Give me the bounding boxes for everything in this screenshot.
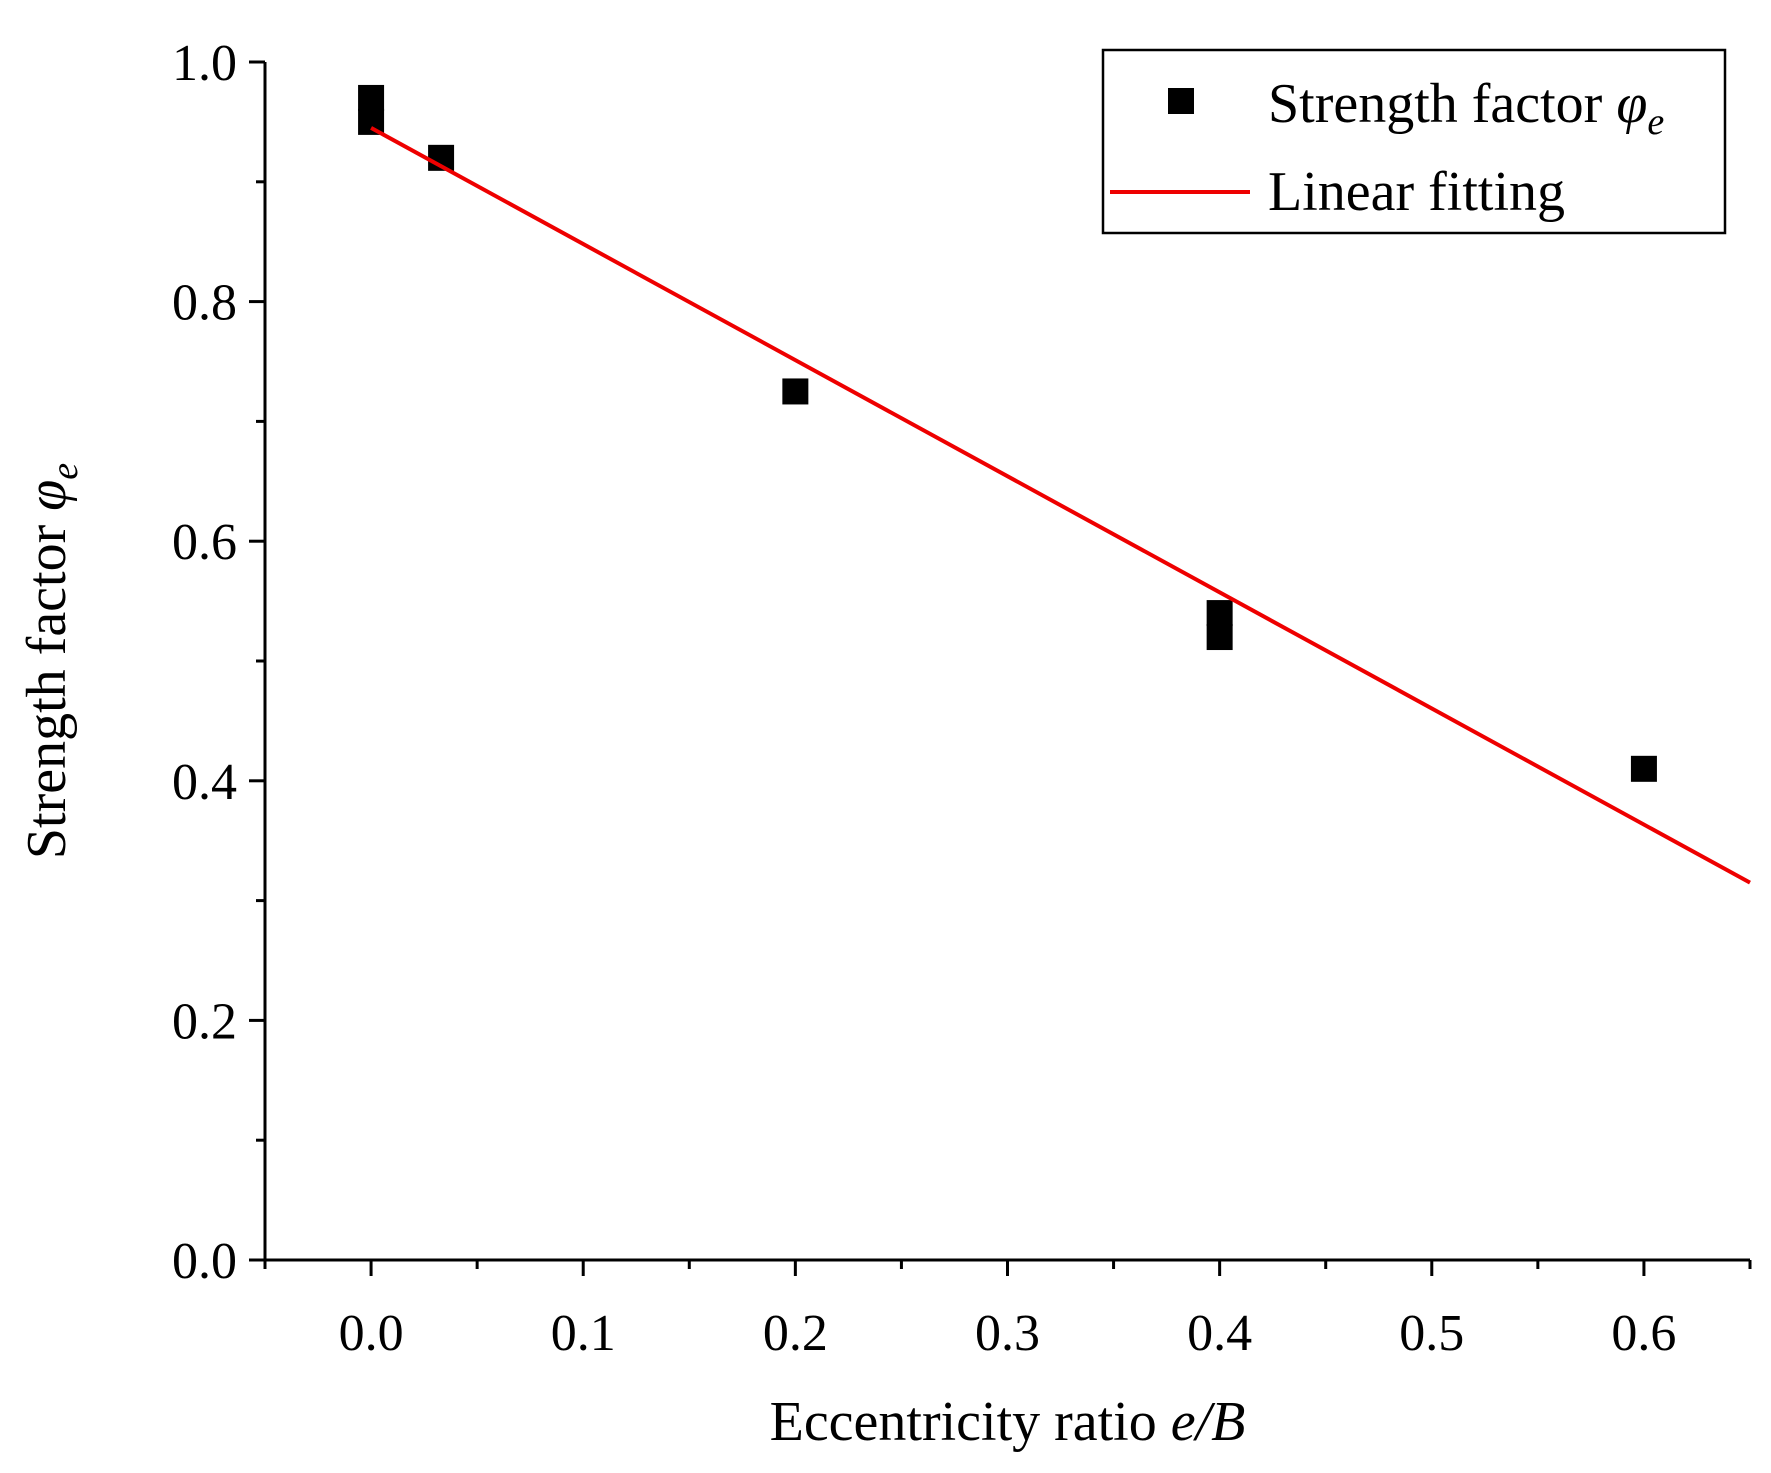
- minor-ticks: [256, 180, 1752, 1269]
- y-tick-label-3: 0.6: [172, 514, 237, 571]
- y-tick-label-0: 0.0: [172, 1233, 237, 1290]
- x-axis-title-text: Eccentricity ratio: [770, 1391, 1171, 1453]
- y-tick-label-1: 0.2: [172, 993, 237, 1050]
- y-tick-label-2: 0.4: [172, 754, 237, 811]
- series-layer: [358, 84, 1751, 885]
- y-axis-title-symbol: φ: [16, 480, 78, 511]
- y-axis-title: Strength factor φe: [16, 463, 86, 859]
- legend-entry-points: Strength factor φe: [1268, 73, 1664, 143]
- y-axis-title-text: Strength factor: [16, 511, 78, 859]
- x-axis-title: Eccentricity ratio e/B: [770, 1391, 1246, 1453]
- legend-entry-line: Linear fitting: [1268, 161, 1565, 223]
- tick-labels: 0.0 0.1 0.2 0.3 0.4 0.5 0.6 0.0 0.2 0.4 0.6 0.8 1.0: [172, 35, 1676, 1362]
- legend-marker-points: [1168, 88, 1194, 114]
- data-point-6: [1630, 755, 1657, 782]
- legend: Strength factor φe Linear fitting: [1101, 48, 1727, 235]
- data-point-0: [358, 84, 385, 111]
- tick-marks: [249, 60, 1646, 1276]
- fit-line: [370, 126, 1751, 885]
- x-tick-label-6: 0.6: [1611, 1305, 1676, 1362]
- x-tick-label-2: 0.2: [763, 1305, 828, 1362]
- legend-entry-points-text: Strength factor: [1268, 73, 1616, 135]
- x-tick-label-5: 0.5: [1399, 1305, 1464, 1362]
- legend-entry-points-symbol: φ: [1616, 73, 1647, 135]
- data-point-4: [1206, 600, 1233, 627]
- data-point-3: [782, 378, 809, 405]
- data-point-5: [1206, 624, 1233, 651]
- legend-entry-points-subscript: e: [1647, 101, 1664, 143]
- legend-box: [1101, 48, 1727, 235]
- y-axis-title-subscript: e: [44, 463, 86, 480]
- y-tick-label-4: 0.8: [172, 275, 237, 332]
- x-axis-title-var: e/B: [1171, 1391, 1246, 1453]
- x-tick-label-1: 0.1: [551, 1305, 616, 1362]
- x-tick-label-4: 0.4: [1187, 1305, 1252, 1362]
- y-tick-label-5: 1.0: [172, 35, 237, 92]
- x-tick-label-3: 0.3: [975, 1305, 1040, 1362]
- x-tick-label-0: 0.0: [339, 1305, 404, 1362]
